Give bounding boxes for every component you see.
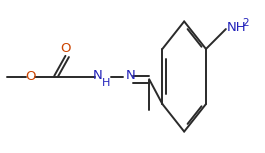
Text: NH: NH: [227, 21, 247, 34]
Text: 2: 2: [242, 18, 248, 28]
Text: O: O: [25, 70, 36, 83]
Text: N: N: [93, 69, 103, 82]
Text: O: O: [60, 42, 71, 55]
Text: H: H: [102, 78, 110, 88]
Text: N: N: [126, 69, 136, 82]
